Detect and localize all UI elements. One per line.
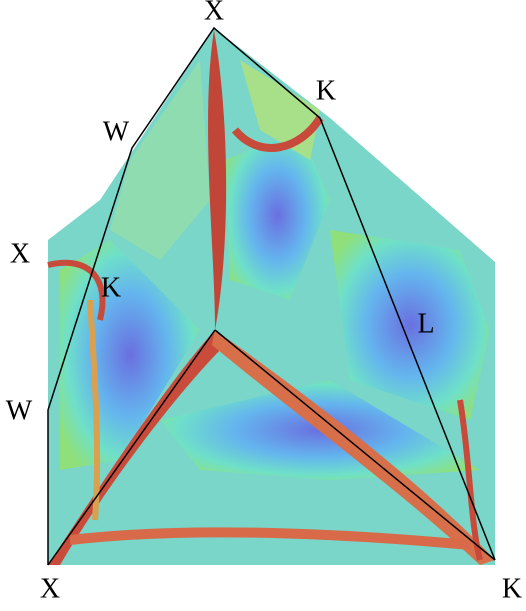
point-label: W bbox=[6, 395, 33, 426]
point-label: X bbox=[10, 238, 30, 269]
point-label: W bbox=[103, 116, 130, 147]
point-label: K bbox=[101, 272, 121, 303]
point-label: L bbox=[417, 308, 434, 339]
point-label: K bbox=[316, 75, 336, 106]
brillouin-zone-figure: X K W X K L W X K bbox=[0, 0, 526, 611]
point-label: X bbox=[40, 573, 60, 604]
point-label: K bbox=[502, 573, 522, 604]
point-label: X bbox=[204, 0, 224, 26]
